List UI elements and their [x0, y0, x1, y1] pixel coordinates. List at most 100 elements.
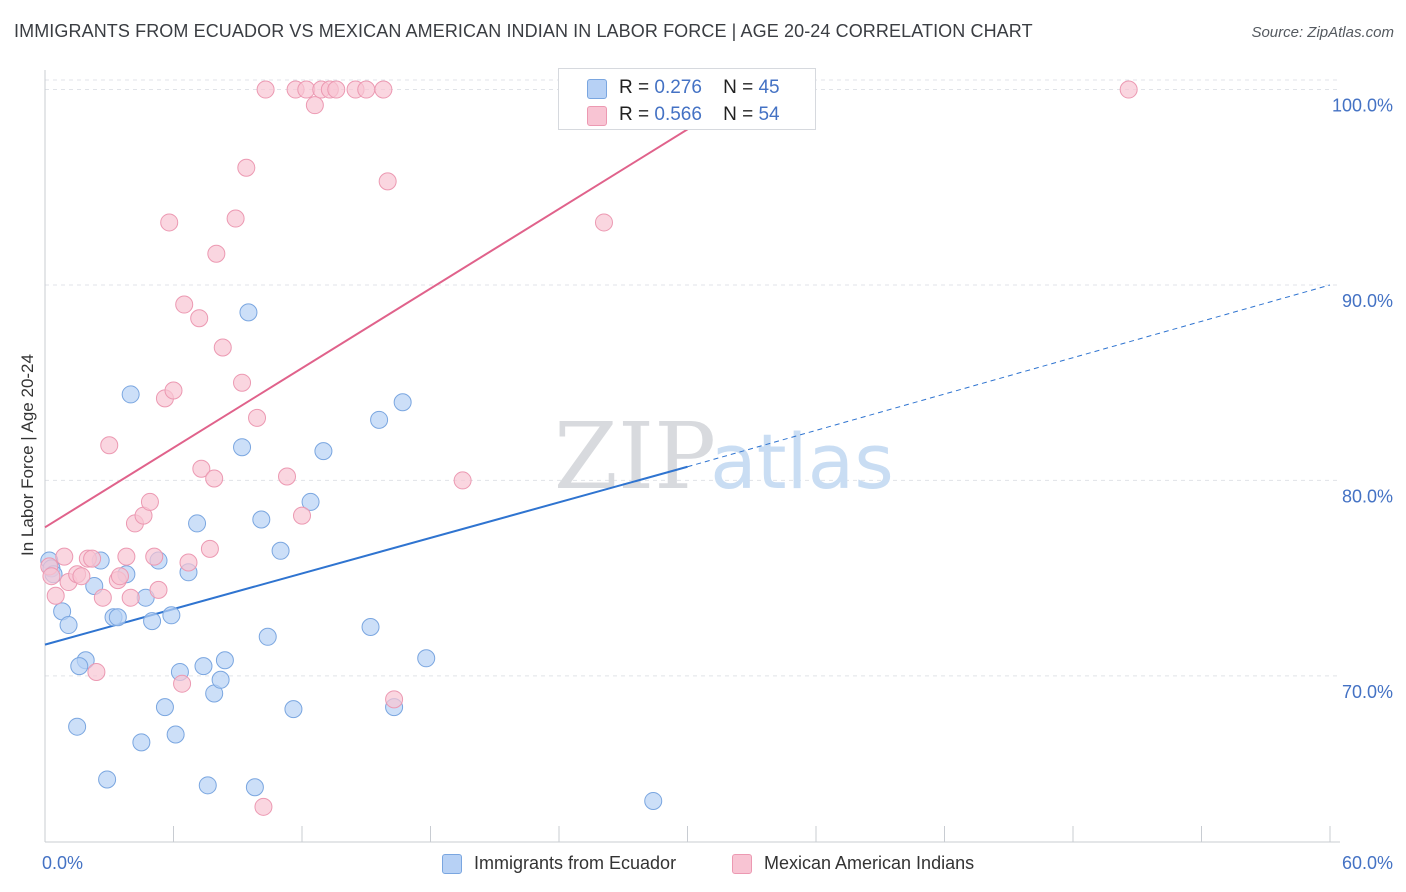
legend-r-value: 0.566 — [654, 104, 702, 125]
point-ecuador — [166, 725, 185, 744]
trend-line-extension — [687, 284, 1331, 468]
point-mexican-american-indian — [164, 381, 183, 400]
point-mexican-american-indian — [594, 213, 613, 232]
point-ecuador — [211, 670, 230, 689]
point-mexican-american-indian — [213, 338, 232, 357]
bottom-legend-label: Immigrants from Ecuador — [474, 853, 677, 873]
point-ecuador — [301, 492, 320, 511]
point-ecuador — [194, 657, 213, 676]
point-mexican-american-indian — [207, 244, 226, 263]
point-mexican-american-indian — [121, 588, 140, 607]
point-mexican-american-indian — [72, 567, 91, 586]
y-tick-label: 90.0% — [1342, 291, 1393, 311]
point-mexican-american-indian — [145, 547, 164, 566]
point-mexican-american-indian — [305, 96, 324, 115]
y-tick-label: 70.0% — [1342, 682, 1393, 702]
point-ecuador — [258, 627, 277, 646]
point-ecuador — [162, 606, 181, 625]
point-ecuador — [252, 510, 271, 529]
point-mexican-american-indian — [46, 586, 65, 605]
point-mexican-american-indian — [256, 80, 275, 99]
x-tick-labels: 0.0% 60.0% — [42, 853, 1393, 873]
point-mexican-american-indian — [173, 674, 192, 693]
legend-swatch-pink — [587, 106, 607, 126]
point-mexican-american-indian — [237, 158, 256, 177]
legend-r-label: R = — [619, 77, 650, 98]
point-ecuador — [59, 616, 78, 635]
point-mexican-american-indian — [175, 295, 194, 314]
point-ecuador — [121, 385, 140, 404]
point-ecuador — [108, 608, 127, 627]
point-ecuador — [284, 700, 303, 719]
point-ecuador — [644, 791, 663, 810]
point-mexican-american-indian — [1119, 80, 1138, 99]
point-ecuador — [132, 733, 151, 752]
point-mexican-american-indian — [378, 172, 397, 191]
bottom-legend-label: Mexican American Indians — [764, 853, 975, 873]
legend-n-label: N = — [723, 77, 754, 98]
point-ecuador — [361, 618, 380, 637]
point-ecuador — [188, 514, 207, 533]
bottom-legend-swatch-pink — [732, 854, 752, 874]
point-mexican-american-indian — [149, 580, 168, 599]
legend-swatch-blue — [587, 79, 607, 99]
point-mexican-american-indian — [87, 662, 106, 681]
point-ecuador — [271, 541, 290, 560]
legend-r-value: 0.276 — [654, 77, 702, 98]
point-mexican-american-indian — [374, 80, 393, 99]
point-ecuador — [70, 657, 89, 676]
y-axis-label: In Labor Force | Age 20-24 — [18, 354, 37, 556]
watermark: ZIP atlas — [554, 403, 894, 510]
point-mexican-american-indian — [205, 469, 224, 488]
point-ecuador — [155, 698, 174, 717]
point-mexican-american-indian — [233, 373, 252, 392]
chart-title: IMMIGRANTS FROM ECUADOR VS MEXICAN AMERI… — [14, 21, 1033, 41]
point-mexican-american-indian — [42, 567, 61, 586]
point-mexican-american-indian — [160, 213, 179, 232]
x-tick-label-min: 0.0% — [42, 853, 83, 873]
point-ecuador — [143, 612, 162, 631]
point-mexican-american-indian — [248, 408, 267, 427]
point-mexican-american-indian — [140, 492, 159, 511]
correlation-legend: R = 0.276 N = 45 R = 0.566 N = 54 — [558, 68, 816, 130]
source-label: Source: ZipAtlas.com — [1251, 24, 1394, 41]
point-mexican-american-indian — [100, 436, 119, 455]
watermark-atlas: atlas — [710, 417, 894, 506]
point-mexican-american-indian — [200, 539, 219, 558]
point-mexican-american-indian — [93, 588, 112, 607]
legend-n-value: 54 — [758, 104, 780, 125]
point-ecuador — [314, 442, 333, 461]
y-tick-label: 100.0% — [1332, 96, 1393, 116]
trend-line-mexican-american-indian — [44, 88, 753, 529]
point-mexican-american-indian — [297, 80, 316, 99]
point-mexican-american-indian — [385, 690, 404, 709]
point-ecuador — [370, 410, 389, 429]
point-mexican-american-indian — [357, 80, 376, 99]
point-mexican-american-indian — [83, 549, 102, 568]
point-ecuador — [98, 770, 117, 789]
point-mexican-american-indian — [110, 567, 129, 586]
point-mexican-american-indian — [55, 547, 74, 566]
y-tick-label: 80.0% — [1342, 486, 1393, 506]
y-tick-labels: 70.0% 80.0% 90.0% 100.0% — [1332, 96, 1393, 702]
point-mexican-american-indian — [226, 209, 245, 228]
legend-n-value: 45 — [758, 77, 780, 98]
point-mexican-american-indian — [278, 467, 297, 486]
point-mexican-american-indian — [453, 471, 472, 490]
watermark-zip: ZIP — [554, 403, 716, 510]
point-ecuador — [215, 651, 234, 670]
point-mexican-american-indian — [190, 309, 209, 328]
point-ecuador — [245, 778, 264, 797]
point-mexican-american-indian — [254, 797, 273, 816]
point-mexican-american-indian — [293, 506, 311, 525]
point-ecuador — [393, 393, 412, 412]
point-mexican-american-indian — [327, 80, 346, 99]
point-ecuador — [198, 776, 217, 795]
axes — [44, 70, 1340, 843]
point-mexican-american-indian — [179, 553, 198, 572]
point-ecuador — [239, 303, 258, 322]
trend-line-ecuador — [44, 465, 688, 646]
bottom-legend-swatch-blue — [442, 854, 462, 874]
point-mexican-american-indian — [117, 547, 136, 566]
